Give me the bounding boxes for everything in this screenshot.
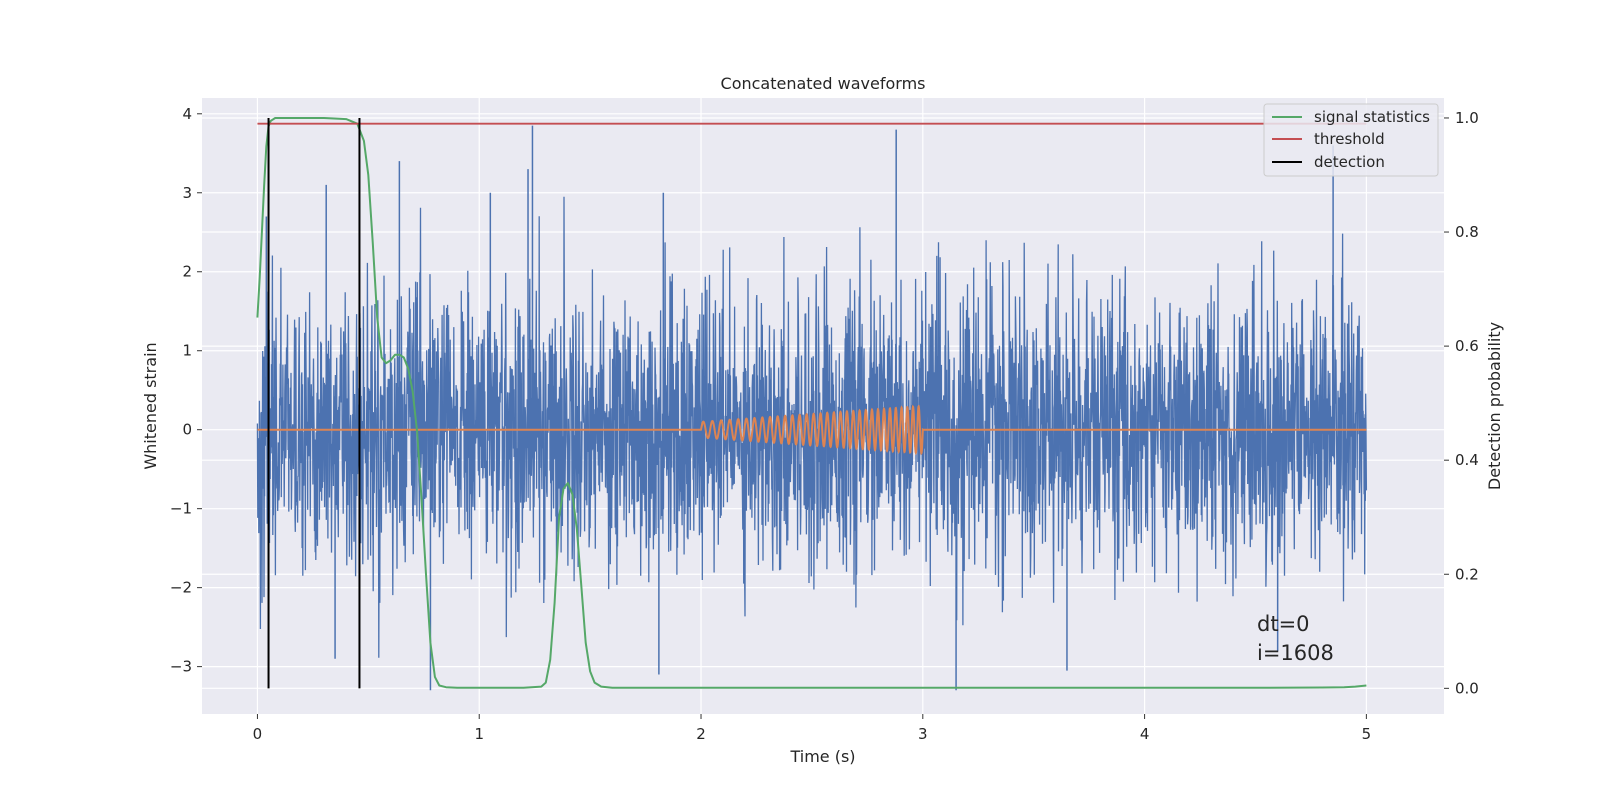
x-axis-ticks: 0 1 2 3 4 5 xyxy=(253,714,1371,743)
x-tick-label: 5 xyxy=(1362,725,1372,743)
y2-tick-label: 0.4 xyxy=(1455,451,1479,469)
signal-statistics-series xyxy=(256,117,1367,689)
y-axis-ticks: −3 −2 −1 0 1 2 3 4 xyxy=(170,105,202,676)
legend-label-detection: detection xyxy=(1314,153,1385,171)
chirp-trace xyxy=(257,404,1367,456)
chart-title: Concatenated waveforms xyxy=(721,74,926,93)
y-tick-label: −2 xyxy=(170,579,192,597)
annotation-index: i=1608 xyxy=(1257,641,1334,665)
y-tick-label: −1 xyxy=(170,500,192,518)
y-tick-label: −3 xyxy=(170,658,192,676)
y-axis-label: Whitened strain xyxy=(141,342,160,469)
y2-axis-label: Detection probability xyxy=(1485,322,1504,490)
chirp-series xyxy=(257,404,1367,456)
y2-tick-label: 0.0 xyxy=(1455,679,1479,697)
x-axis-label: Time (s) xyxy=(789,747,855,766)
x-tick-label: 2 xyxy=(696,725,706,743)
signal-statistics-line xyxy=(256,117,1367,689)
y2-tick-label: 0.8 xyxy=(1455,223,1479,241)
legend-label-threshold: threshold xyxy=(1314,130,1385,148)
y-tick-label: 3 xyxy=(182,184,192,202)
y2-axis-ticks: 0.0 0.2 0.4 0.6 0.8 1.0 xyxy=(1444,109,1479,697)
y-tick-label: 4 xyxy=(182,105,192,123)
x-tick-label: 4 xyxy=(1140,725,1150,743)
x-tick-label: 1 xyxy=(474,725,484,743)
y-tick-label: 0 xyxy=(182,421,192,439)
y2-tick-label: 1.0 xyxy=(1455,109,1479,127)
legend-box xyxy=(1263,103,1439,177)
y2-tick-label: 0.6 xyxy=(1455,337,1479,355)
detection-lines xyxy=(267,117,361,689)
x-tick-label: 3 xyxy=(918,725,928,743)
legend-label-signal-statistics: signal statistics xyxy=(1314,108,1430,126)
x-tick-label: 0 xyxy=(253,725,263,743)
y-tick-label: 1 xyxy=(182,342,192,360)
y-tick-label: 2 xyxy=(182,263,192,281)
annotation-dt: dt=0 xyxy=(1257,612,1310,636)
legend: signal statistics threshold detection xyxy=(1263,103,1439,177)
y2-tick-label: 0.2 xyxy=(1455,565,1479,583)
